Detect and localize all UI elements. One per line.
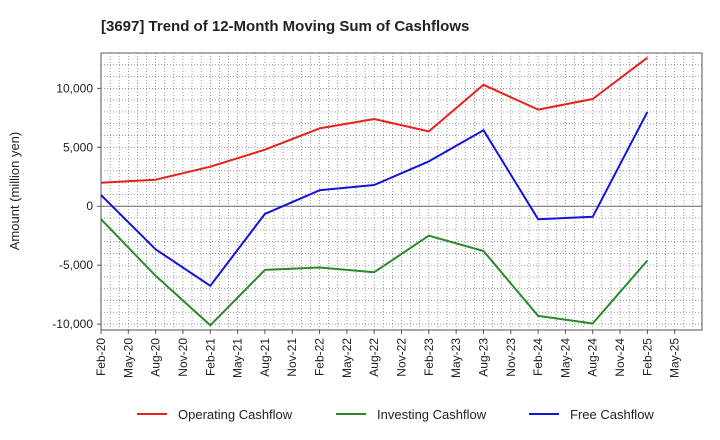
legend-label: Investing Cashflow: [377, 407, 487, 422]
legend-label: Free Cashflow: [570, 407, 654, 422]
x-tick-label: Aug-23: [476, 338, 490, 377]
x-tick-label: May-22: [340, 338, 354, 378]
y-tick-label: 0: [86, 199, 93, 213]
y-tick-label: -10,000: [52, 317, 93, 331]
legend-label: Operating Cashflow: [178, 407, 293, 422]
series-line-operating-cashflow: [100, 56, 649, 184]
x-tick-label: Feb-25: [640, 338, 654, 376]
x-tick-label: Aug-21: [258, 338, 272, 377]
x-tick-label: Aug-20: [149, 338, 163, 377]
x-tick-label: Feb-23: [422, 338, 436, 376]
x-tick-label: Nov-20: [176, 338, 190, 377]
x-tick-label: Feb-21: [203, 338, 217, 376]
y-axis-ticks: -10,000 -5,000 0 5,000 10,000: [52, 81, 101, 331]
x-tick-label: Feb-20: [94, 338, 108, 376]
x-tick-label: May-20: [121, 338, 135, 378]
chart-title: [3697] Trend of 12-Month Moving Sum of C…: [101, 18, 469, 35]
x-tick-label: Aug-24: [586, 338, 600, 377]
series-lines: [100, 56, 649, 327]
y-tick-label: 5,000: [63, 140, 93, 154]
x-tick-label: Nov-23: [504, 338, 518, 377]
series-line-investing-cashflow: [100, 218, 649, 327]
x-tick-label: May-21: [231, 338, 245, 378]
y-tick-label: -5,000: [59, 258, 93, 272]
x-tick-label: May-24: [558, 338, 572, 378]
legend: Operating Cashflow Investing Cashflow Free…: [137, 407, 654, 422]
plot-area: [100, 52, 703, 331]
x-tick-label: Feb-24: [531, 338, 545, 376]
x-tick-label: Nov-21: [285, 338, 299, 377]
x-tick-label: May-23: [449, 338, 463, 378]
x-axis-ticks: Feb-20 May-20 Aug-20 Nov-20 Feb-21 May-21 Aug-…: [94, 330, 682, 378]
x-tick-label: Nov-24: [613, 338, 627, 377]
y-axis-label: Amount (million yen): [7, 132, 22, 251]
x-tick-label: May-25: [668, 338, 682, 378]
series-line-free-cashflow: [100, 111, 649, 287]
x-tick-label: Aug-22: [367, 338, 381, 377]
x-tick-label: Feb-22: [313, 338, 327, 376]
x-tick-label: Nov-22: [395, 338, 409, 377]
y-tick-label: 10,000: [56, 81, 93, 95]
